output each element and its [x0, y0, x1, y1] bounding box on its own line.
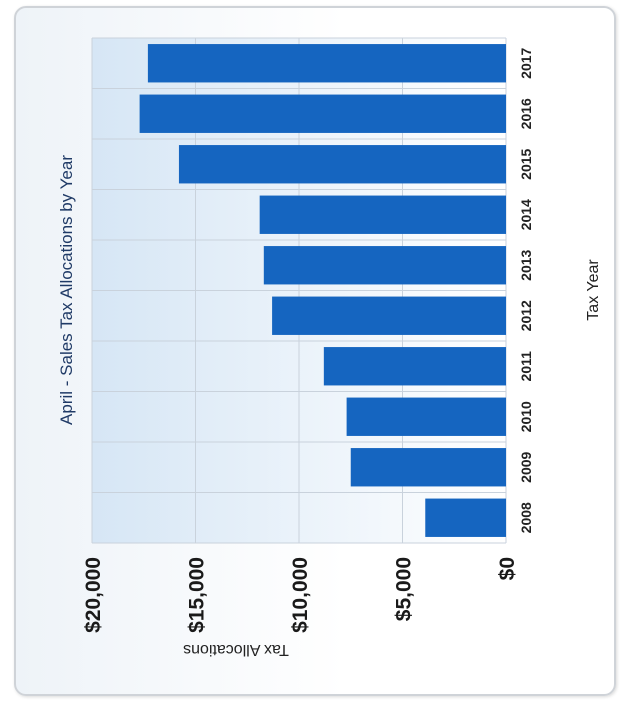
bar-2015 — [178, 145, 506, 184]
value-tick-label: $5,000 — [393, 557, 416, 621]
category-label: 2017 — [518, 47, 534, 78]
bar-2011 — [323, 347, 506, 386]
category-label: 2016 — [518, 98, 534, 129]
category-label: 2009 — [518, 451, 534, 482]
category-label: 2012 — [518, 300, 534, 331]
category-labels: 2008 2009 2010 2011 2012 2013 2014 2015 2016 2017 — [518, 47, 534, 533]
bar-2010 — [346, 397, 506, 436]
bar-2008 — [425, 498, 506, 537]
value-tick-label: $10,000 — [289, 557, 312, 633]
grid — [91, 37, 507, 544]
category-label: 2014 — [518, 199, 534, 230]
x-axis-title: Tax Year — [585, 259, 602, 321]
value-tick-label: $20,000 — [82, 557, 105, 633]
value-ticks: $0 $5,000 $10,000 $15,000 $20,000 — [82, 557, 519, 633]
bar-2009 — [350, 448, 506, 487]
bars — [139, 44, 507, 537]
value-tick-label: $15,000 — [186, 557, 209, 633]
y-axis-title: Tax Allocations — [183, 641, 289, 658]
bar-2016 — [139, 94, 507, 133]
chart-title: April - Sales Tax Allocations by Year — [57, 155, 76, 425]
bar-2013 — [263, 246, 506, 285]
category-label: 2011 — [518, 351, 534, 382]
category-label: 2010 — [518, 401, 534, 432]
category-label: 2013 — [518, 249, 534, 280]
category-label: 2008 — [518, 502, 534, 533]
value-tick-label: $0 — [496, 557, 519, 580]
category-label: 2015 — [518, 148, 534, 179]
bar-2014 — [259, 195, 506, 234]
bar-2017 — [147, 44, 506, 83]
bar-2012 — [272, 296, 506, 335]
